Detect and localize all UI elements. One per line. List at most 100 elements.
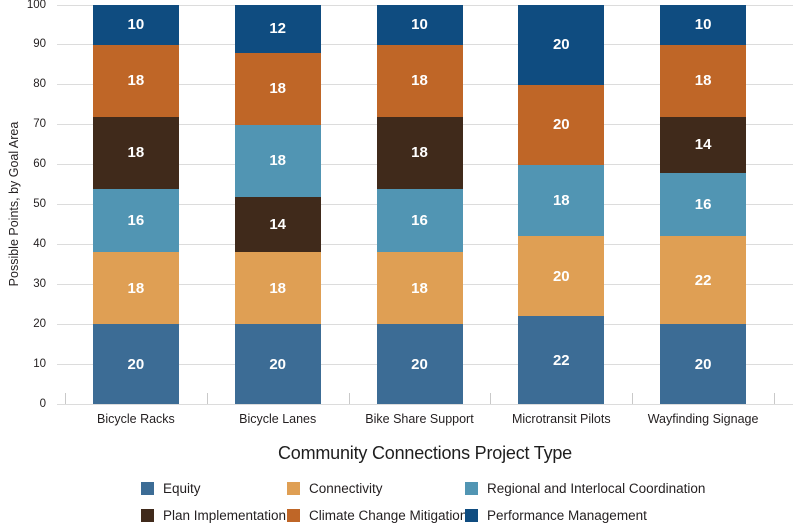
legend-item: Equity [141, 478, 287, 498]
bar-value-label: 20 [552, 267, 570, 285]
bar-group: 20 18 16 18 18 10 [376, 5, 463, 404]
bar-segment: 18 [92, 252, 179, 325]
x-axis-tick [490, 393, 492, 404]
legend-item: Connectivity [287, 478, 465, 498]
bar-value-label: 22 [694, 271, 712, 289]
bar-value-label: 22 [552, 351, 570, 369]
bar-value-label: 18 [411, 144, 428, 162]
bar-segment: 16 [376, 188, 463, 253]
legend-label: Equity [163, 480, 201, 496]
bar-value-label: 16 [127, 211, 145, 229]
legend-label: Regional and Interlocal Coordination [487, 480, 706, 496]
bar-segment: 22 [660, 236, 747, 325]
bar-segment: 18 [92, 116, 179, 189]
bar-segment: 12 [234, 5, 321, 53]
bar-segment: 20 [234, 324, 321, 404]
legend-label: Performance Management [487, 507, 647, 523]
legend-label: Climate Change Mitigation [309, 507, 468, 523]
bar-segment: 18 [234, 252, 321, 325]
bar-value-label: 18 [269, 152, 287, 170]
bar-value-label: 12 [269, 20, 287, 38]
bar-value-label: 20 [552, 116, 570, 134]
x-axis-tick [65, 393, 66, 404]
x-axis-tick [348, 393, 350, 404]
bar-value-label: 10 [694, 16, 712, 34]
bar-value-label: 10 [127, 16, 145, 34]
bar-segment: 14 [234, 196, 321, 253]
bar-value-label: 20 [269, 355, 287, 373]
bar-group: 20 22 16 14 18 10 [660, 5, 747, 404]
bar-value-label: 18 [411, 72, 428, 90]
y-tick-label: 40 [33, 237, 46, 250]
y-tick-label: 30 [33, 277, 46, 290]
bar-segment: 10 [92, 5, 179, 45]
legend-swatch [141, 508, 154, 522]
gridline [57, 403, 793, 405]
bar-segment: 18 [92, 44, 179, 117]
y-tick-label: 60 [33, 158, 46, 171]
bar-segment: 22 [518, 316, 605, 404]
bar-segment: 20 [376, 324, 463, 404]
x-category-label: Microtransit Pilots [511, 412, 611, 426]
bar-segment: 18 [376, 252, 463, 325]
y-tick-label: 70 [33, 118, 46, 131]
gridline [57, 4, 793, 6]
bar-segment: 14 [660, 116, 747, 173]
bar-value-label: 16 [694, 196, 712, 214]
bar-value-label: 14 [269, 215, 287, 233]
y-tick-label: 0 [39, 397, 46, 410]
legend-swatch [465, 508, 478, 522]
plot-area: 20 18 16 18 18 10 20 18 14 18 18 12 20 18 16 18 18 10 22 20… [57, 4, 793, 405]
x-category-label: Bicycle Racks [97, 412, 175, 426]
bar-segment: 10 [376, 5, 463, 45]
bar-segment: 18 [234, 52, 321, 125]
bar-value-label: 18 [127, 72, 145, 90]
legend-swatch [465, 481, 478, 495]
bar-segment: 20 [92, 324, 179, 404]
legend-item: Regional and Interlocal Coordination [465, 478, 715, 498]
x-axis-tick [774, 393, 775, 404]
bar-segment: 18 [376, 116, 463, 189]
legend-label: Connectivity [309, 480, 383, 496]
x-axis-tick [632, 393, 634, 404]
bar-segment: 10 [660, 5, 747, 45]
y-tick-label: 10 [33, 357, 46, 370]
bar-value-label: 14 [694, 136, 712, 154]
bar-segment: 20 [660, 324, 747, 404]
y-tick-label: 50 [33, 198, 46, 210]
bar-value-label: 20 [552, 36, 570, 54]
legend-swatch [287, 508, 300, 522]
bar-segment: 18 [234, 124, 321, 197]
x-category-label: Bike Share Support [365, 412, 474, 426]
bar-value-label: 16 [411, 211, 428, 229]
bar-segment: 18 [518, 164, 605, 237]
bar-value-label: 18 [411, 279, 428, 297]
bar-segment: 18 [376, 44, 463, 117]
legend-item: Performance Management [465, 505, 715, 525]
y-tick-label: 100 [26, 0, 46, 11]
bar-value-label: 18 [127, 144, 145, 162]
bar-value-label: 10 [411, 16, 428, 34]
bar-group: 20 18 16 18 18 10 [92, 5, 179, 404]
bar-segment: 18 [660, 44, 747, 117]
bar-value-label: 18 [127, 279, 145, 297]
x-category-label: Wayfinding Signage [647, 412, 759, 426]
y-tick-label: 80 [33, 78, 46, 91]
bar-group: 22 20 18 20 20 [518, 5, 605, 404]
legend-item: Plan Implementation [141, 505, 287, 525]
bar-value-label: 18 [694, 72, 712, 90]
bar-segment: 16 [92, 188, 179, 253]
y-tick-label: 20 [33, 317, 46, 330]
bar-segment: 20 [518, 5, 605, 85]
legend: Equity Connectivity Regional and Interloca… [141, 478, 715, 525]
bar-group: 20 18 14 18 18 12 [234, 5, 321, 404]
bar-segment: 20 [518, 84, 605, 165]
bar-value-label: 20 [411, 355, 428, 373]
bar-value-label: 20 [694, 355, 712, 373]
x-axis-tick [206, 393, 208, 404]
legend-item: Climate Change Mitigation [287, 505, 468, 525]
bar-value-label: 18 [552, 192, 570, 210]
y-tick-label: 90 [33, 38, 46, 51]
bar-value-label: 18 [269, 279, 287, 297]
